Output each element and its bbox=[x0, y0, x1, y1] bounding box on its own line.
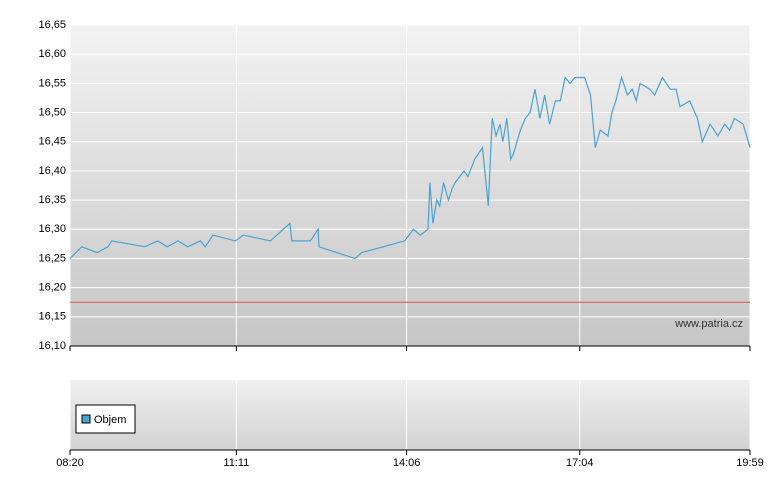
y-tick-label: 16,50 bbox=[38, 106, 66, 118]
y-tick-label: 16,30 bbox=[38, 223, 66, 235]
x-tick-label: 17:04 bbox=[566, 457, 594, 469]
x-tick-label: 14:06 bbox=[393, 457, 421, 469]
y-tick-label: 16,55 bbox=[38, 77, 66, 89]
y-tick-label: 16,40 bbox=[38, 165, 66, 177]
plot-area bbox=[70, 25, 750, 346]
price-line bbox=[69, 75, 751, 260]
x-tick-label: 11:11 bbox=[223, 457, 249, 469]
legend-swatch bbox=[81, 414, 91, 424]
volume-area bbox=[70, 380, 750, 450]
y-tick-label: 16,25 bbox=[38, 252, 66, 264]
y-tick-label: 16,15 bbox=[38, 311, 66, 323]
y-tick-label: 16,10 bbox=[38, 340, 66, 352]
y-tick-label: 16,45 bbox=[38, 136, 66, 148]
x-tick-label: 19:59 bbox=[736, 457, 764, 469]
y-tick-label: 16,20 bbox=[38, 282, 66, 294]
y-tick-label: 16,60 bbox=[38, 48, 66, 60]
x-tick-label: 08:20 bbox=[56, 457, 84, 469]
watermark: www.patria.cz bbox=[674, 318, 743, 330]
y-tick-label: 16,65 bbox=[38, 19, 66, 31]
y-tick-label: 16,35 bbox=[38, 194, 66, 206]
legend-label: Objem bbox=[94, 414, 126, 426]
